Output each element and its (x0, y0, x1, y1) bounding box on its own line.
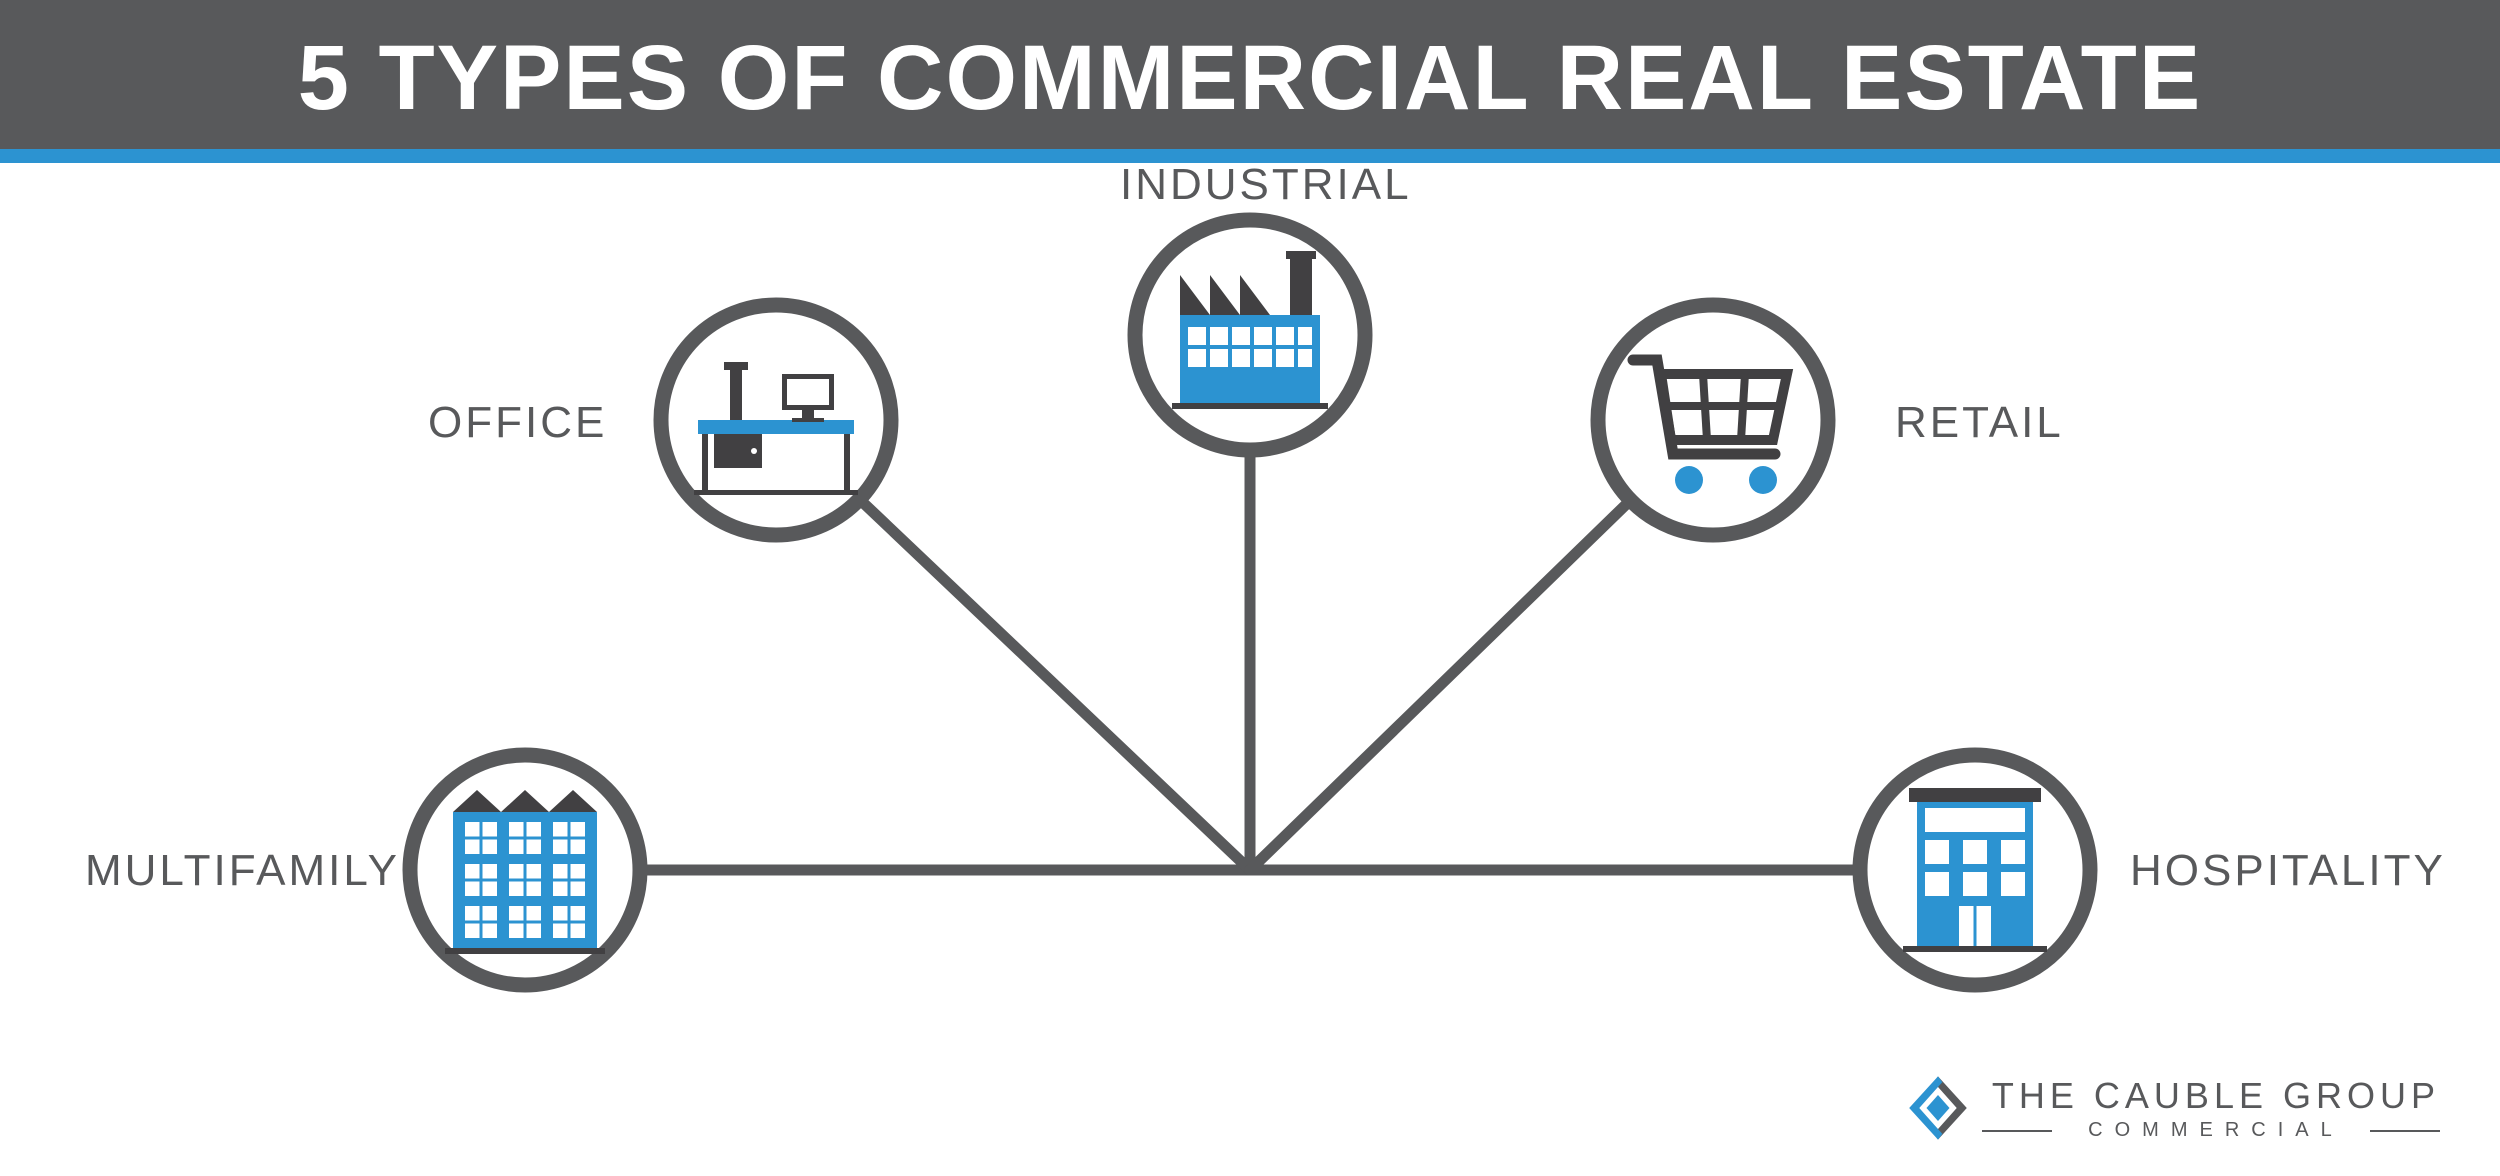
page-title: 5 TYPES OF COMMERCIAL REAL ESTATE (0, 26, 2500, 131)
node-office (661, 305, 891, 535)
logo-tagline: COMMERCIAL (1992, 1119, 2440, 1142)
diagram-canvas (0, 180, 2500, 1176)
label-multifamily: MULTIFAMILY (85, 846, 400, 896)
hospitality-icon (1903, 788, 2047, 952)
logo-company: THE CAUBLE GROUP (1992, 1075, 2440, 1117)
label-retail: RETAIL (1895, 398, 2064, 448)
title-bar: 5 TYPES OF COMMERCIAL REAL ESTATE (0, 0, 2500, 149)
connector-retail (1250, 500, 1631, 870)
node-hospitality (1860, 755, 2090, 985)
logo-text: THE CAUBLE GROUP COMMERCIAL (1992, 1075, 2440, 1142)
label-hospitality: HOSPITALITY (2130, 846, 2446, 896)
label-industrial: INDUSTRIAL (1120, 160, 1412, 210)
node-retail (1598, 305, 1828, 535)
label-office: OFFICE (428, 398, 607, 448)
logo-mark-icon (1902, 1072, 1974, 1144)
connector-office (859, 499, 1250, 870)
multifamily-icon (445, 790, 605, 954)
brand-logo: THE CAUBLE GROUP COMMERCIAL (1902, 1072, 2440, 1144)
node-industrial (1135, 220, 1365, 450)
node-multifamily (410, 755, 640, 985)
